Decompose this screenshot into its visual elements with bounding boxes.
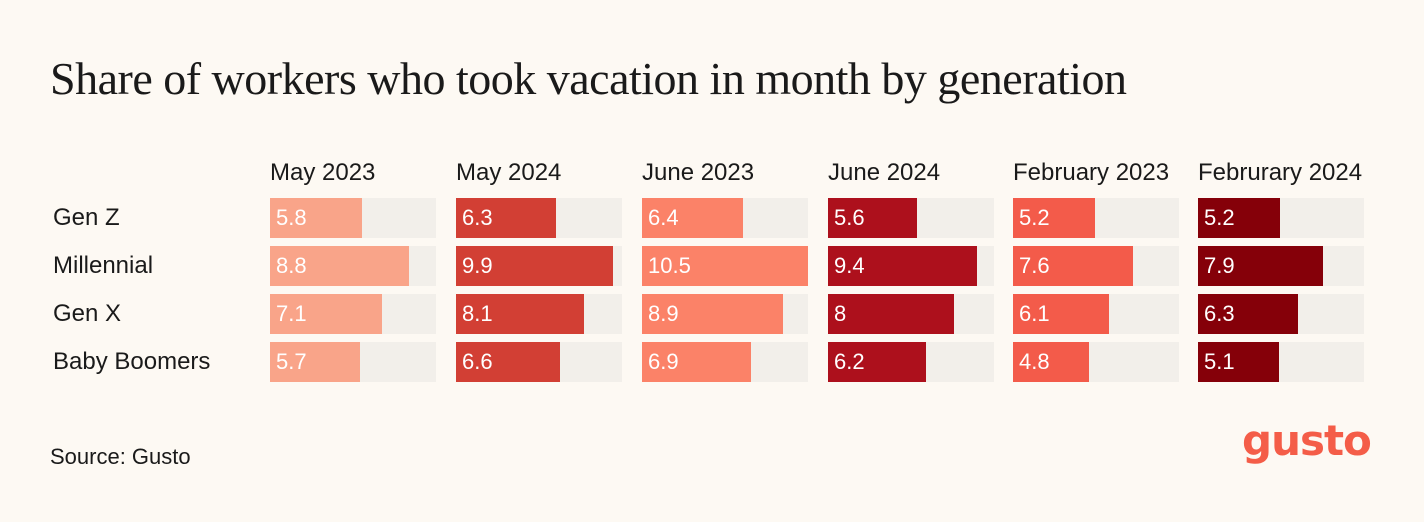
bar-value-label: 5.2 [1204,205,1235,230]
bar-value-label: 8.8 [276,253,307,278]
bar [270,246,410,286]
bar-track: 7.9 [1198,246,1364,286]
bar-track: 5.8 [270,198,436,238]
bar [642,198,744,238]
bar-track: 6.3 [456,198,622,238]
bar [642,342,752,382]
bar-track: 6.6 [456,342,622,382]
bar-value-label: 5.6 [834,205,865,230]
bar [828,198,917,238]
column-header-label: May 2024 [456,159,562,186]
bar [456,342,561,382]
bar-value-label: 6.3 [462,205,493,230]
bar [1013,294,1110,334]
bar-track: 6.4 [642,198,808,238]
bar-track: 5.2 [1198,198,1364,238]
bar-value-label: 6.6 [462,349,493,374]
row-label: Millennial [53,252,154,279]
bar [828,342,927,382]
bar-track: 7.1 [270,294,436,334]
column-header-label: June 2024 [828,159,941,186]
bar-track: 8 [828,294,994,334]
bar-value-label: 7.9 [1204,253,1235,278]
bar-track: 6.2 [828,342,994,382]
bar-value-label: 6.1 [1019,301,1050,326]
bar-track: 4.8 [1013,342,1179,382]
column-header: May 2023 [270,128,436,186]
bar-track: 8.1 [456,294,622,334]
bar-value-label: 8.9 [648,301,679,326]
bar [1198,294,1298,334]
bar-value-label: 6.9 [648,349,679,374]
column-header-label: May 2023 [270,159,376,186]
bar [456,198,556,238]
bar-value-label: 7.1 [276,301,307,326]
column-header-label: June 2023 [642,159,755,186]
bar [642,294,783,334]
bar-value-label: 6.3 [1204,301,1235,326]
bar-track: 5.1 [1198,342,1364,382]
bar-track: 5.7 [270,342,436,382]
bar-track: 6.3 [1198,294,1364,334]
bar-track: 9.9 [456,246,622,286]
column-header: February 2023 [1013,128,1179,186]
bar-value-label: 4.8 [1019,349,1050,374]
source-note: Source: Gusto [50,444,191,469]
bar-value-label: 6.4 [648,205,679,230]
column-header: June 2023 [642,128,808,186]
row-label: Gen Z [53,204,120,231]
bar [1198,198,1281,238]
column-header: Februrary 2024 [1198,128,1364,186]
row-label: Baby Boomers [53,348,211,375]
bar-track: 8.8 [270,246,436,286]
bar-value-label: 5.7 [276,349,307,374]
column-header: May 2024 [456,128,622,186]
bar-value-label: 6.2 [834,349,865,374]
bar [828,294,955,334]
bar-value-label: 8 [834,301,847,326]
bar-value-label: 5.8 [276,205,307,230]
bar-track: 5.6 [828,198,994,238]
bar-track: 8.9 [642,294,808,334]
bar-track: 6.1 [1013,294,1179,334]
chart-title: Share of workers who took vacation in mo… [50,53,1127,104]
bar [270,198,362,238]
column-header-label: Februrary 2024 [1198,159,1363,186]
bar-value-label: 10.5 [648,253,691,278]
bar [642,246,808,286]
bar-track: 10.5 [642,246,808,286]
bar [1013,342,1089,382]
bar [1013,246,1134,286]
gusto-logo: gusto [1242,416,1372,465]
bar [1198,342,1279,382]
bar-value-label: 9.4 [834,253,865,278]
row-label: Gen X [53,300,122,327]
bar-track: 5.2 [1013,198,1179,238]
bar-value-label: 9.9 [462,253,493,278]
bar-track: 6.9 [642,342,808,382]
bar-value-label: 8.1 [462,301,493,326]
column-header: June 2024 [828,128,994,186]
bar [270,342,361,382]
bar-value-label: 7.6 [1019,253,1050,278]
bar [828,246,977,286]
bar [1013,198,1096,238]
column-header-label: February 2023 [1013,159,1170,186]
bar [1198,246,1323,286]
bar-value-label: 5.2 [1019,205,1050,230]
bar [456,294,585,334]
bar [270,294,383,334]
bar-value-label: 5.1 [1204,349,1235,374]
bar-track: 7.6 [1013,246,1179,286]
bar [456,246,613,286]
bar-track: 9.4 [828,246,994,286]
